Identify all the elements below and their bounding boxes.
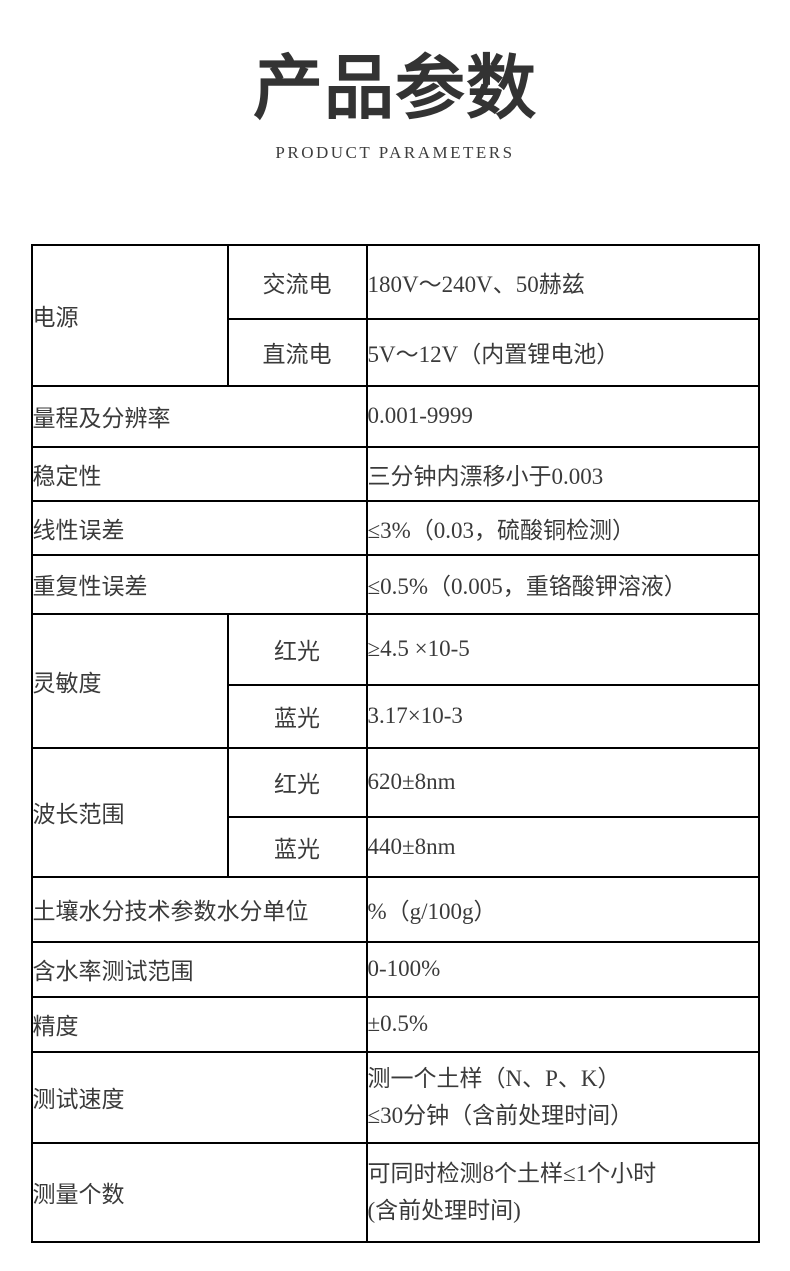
param-value-range-resolution: 0.001-9999 bbox=[365, 384, 760, 448]
param-label-repeatability-error: 重复性误差 bbox=[30, 553, 368, 615]
param-label-linear-error: 线性误差 bbox=[30, 499, 368, 556]
param-value-moisture-range: 0-100% bbox=[365, 940, 760, 998]
row-sensitivity-red: 灵敏度 红光 ≥4.5 ×10-5 bbox=[30, 612, 760, 749]
param-label-power: 电源 bbox=[30, 243, 229, 387]
row-linear-error: 线性误差 ≤3%（0.03，硫酸铜检测） bbox=[30, 499, 760, 556]
param-sublabel-ac: 交流电 bbox=[226, 243, 368, 320]
param-value-linear-error: ≤3%（0.03，硫酸铜检测） bbox=[365, 499, 760, 556]
param-label-accuracy: 精度 bbox=[30, 995, 368, 1053]
row-measure-count: 测量个数 可同时检测8个土样≤1个小时 (含前处理时间) bbox=[30, 1141, 760, 1243]
param-value-moisture-unit: %（g/100g） bbox=[365, 875, 760, 943]
row-sensitivity-blue: 蓝光 3.17×10-3 bbox=[32, 683, 760, 749]
param-sublabel-wavelength-blue: 蓝光 bbox=[226, 815, 368, 878]
param-label-moisture-unit: 土壤水分技术参数水分单位 bbox=[30, 875, 368, 943]
param-value-accuracy: ±0.5% bbox=[365, 995, 760, 1053]
param-value-test-speed-line1: 测一个土样（N、P、K） bbox=[367, 1066, 621, 1092]
page-subtitle: PRODUCT PARAMETERS bbox=[275, 142, 515, 162]
page-title: 产品参数 bbox=[253, 51, 537, 128]
row-wavelength-red: 波长范围 红光 620±8nm bbox=[30, 746, 760, 878]
param-value-wavelength-red: 620±8nm bbox=[365, 746, 760, 818]
param-sublabel-dc: 直流电 bbox=[226, 317, 368, 387]
param-value-test-speed-line2: ≤30分钟（含前处理时间） bbox=[367, 1103, 634, 1129]
param-label-test-speed: 测试速度 bbox=[30, 1050, 368, 1144]
param-label-measure-count: 测量个数 bbox=[30, 1141, 368, 1243]
param-sublabel-wavelength-red: 红光 bbox=[226, 746, 368, 818]
param-label-moisture-range: 含水率测试范围 bbox=[30, 940, 368, 998]
row-range-resolution: 量程及分辨率 0.001-9999 bbox=[30, 384, 760, 448]
param-label-sensitivity: 灵敏度 bbox=[30, 612, 229, 749]
param-sublabel-sensitivity-red: 红光 bbox=[226, 612, 368, 686]
parameters-table: 电源 交流电 180V～240V、50赫兹 直流电 5V～12V（内置锂电池） … bbox=[30, 243, 760, 1243]
param-value-repeatability-error: ≤0.5%（0.005，重铬酸钾溶液） bbox=[365, 553, 760, 615]
row-power-ac: 电源 交流电 180V～240V、50赫兹 bbox=[30, 243, 760, 387]
param-label-range-resolution: 量程及分辨率 bbox=[30, 384, 368, 448]
param-sublabel-sensitivity-blue: 蓝光 bbox=[226, 683, 368, 749]
param-value-sensitivity-blue: 3.17×10-3 bbox=[365, 683, 760, 749]
row-wavelength-blue: 蓝光 440±8nm bbox=[32, 815, 760, 878]
param-value-measure-count: 可同时检测8个土样≤1个小时 (含前处理时间) bbox=[365, 1141, 760, 1243]
param-value-ac: 180V～240V、50赫兹 bbox=[365, 243, 760, 320]
row-moisture-unit: 土壤水分技术参数水分单位 %（g/100g） bbox=[30, 875, 760, 943]
row-repeatability-error: 重复性误差 ≤0.5%（0.005，重铬酸钾溶液） bbox=[30, 553, 760, 615]
page-header: 产品参数 PRODUCT PARAMETERS bbox=[0, 0, 790, 163]
param-label-wavelength: 波长范围 bbox=[30, 746, 229, 878]
param-label-stability: 稳定性 bbox=[30, 445, 368, 502]
row-accuracy: 精度 ±0.5% bbox=[30, 995, 760, 1053]
row-test-speed: 测试速度 测一个土样（N、P、K） ≤30分钟（含前处理时间） bbox=[30, 1050, 760, 1144]
param-value-dc: 5V～12V（内置锂电池） bbox=[365, 317, 760, 387]
param-value-sensitivity-red: ≥4.5 ×10-5 bbox=[365, 612, 760, 686]
param-value-measure-count-line1: 可同时检测8个土样≤1个小时 bbox=[367, 1161, 657, 1187]
param-value-stability: 三分钟内漂移小于0.003 bbox=[365, 445, 760, 502]
param-value-test-speed: 测一个土样（N、P、K） ≤30分钟（含前处理时间） bbox=[365, 1050, 760, 1144]
row-stability: 稳定性 三分钟内漂移小于0.003 bbox=[30, 445, 760, 502]
row-moisture-range: 含水率测试范围 0-100% bbox=[30, 940, 760, 998]
param-value-measure-count-line2: (含前处理时间) bbox=[367, 1198, 521, 1224]
row-power-dc: 直流电 5V～12V（内置锂电池） bbox=[32, 317, 760, 387]
param-value-wavelength-blue: 440±8nm bbox=[365, 815, 760, 878]
